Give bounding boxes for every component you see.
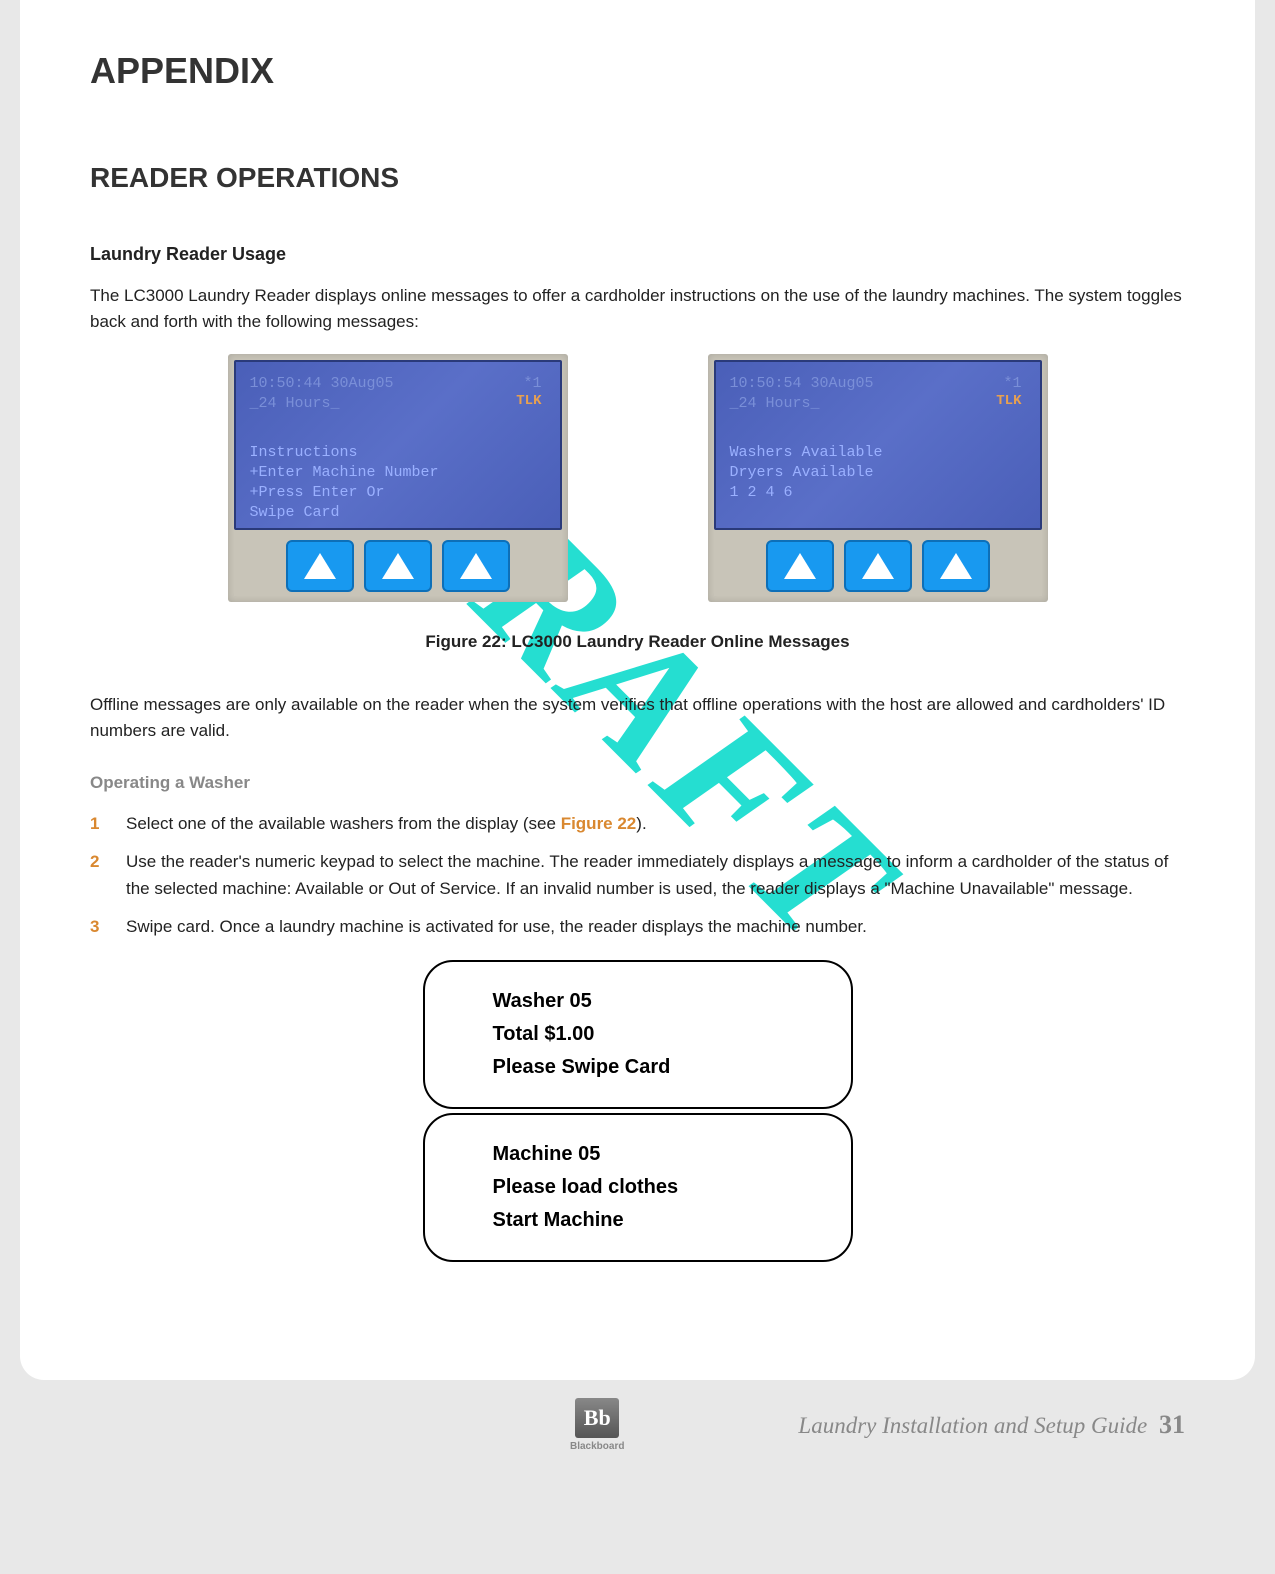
page-content: APPENDIX READER OPERATIONS Laundry Reade… <box>90 50 1185 1262</box>
lcd-tlk-label: TLK <box>516 392 541 411</box>
lcd-nav-button <box>364 540 432 592</box>
lcd-device-left: 10:50:44 30Aug05 *1 _24 Hours_ TLK Instr… <box>228 354 568 602</box>
lcd-line: 1 2 4 6 <box>730 483 1026 503</box>
step-item: 1 Select one of the available washers fr… <box>90 811 1185 837</box>
display-line: Washer 05 <box>493 990 823 1013</box>
page-footer: Bb Blackboard Laundry Installation and S… <box>20 1380 1255 1482</box>
lcd-timestamp: 10:50:54 30Aug05 <box>730 374 1026 394</box>
triangle-up-icon <box>382 553 414 579</box>
triangle-up-icon <box>304 553 336 579</box>
operating-washer-heading: Operating a Washer <box>90 773 1185 793</box>
lcd-nav-button <box>766 540 834 592</box>
page-container: APPENDIX DRAFT APPENDIX READER OPERATION… <box>20 0 1255 1380</box>
display-line: Machine 05 <box>493 1143 823 1166</box>
figure-reference: Figure 22 <box>561 814 637 833</box>
display-line: Total $1.00 <box>493 1023 823 1046</box>
lcd-nav-button <box>442 540 510 592</box>
lcd-nav-button <box>922 540 990 592</box>
lcd-nav-button <box>844 540 912 592</box>
lcd-screen-left: 10:50:44 30Aug05 *1 _24 Hours_ TLK Instr… <box>234 360 562 530</box>
usage-heading: Laundry Reader Usage <box>90 244 1185 265</box>
lcd-body-right: Washers Available Dryers Available 1 2 4… <box>730 443 1026 504</box>
lcd-screenshots-row: 10:50:44 30Aug05 *1 _24 Hours_ TLK Instr… <box>90 354 1185 602</box>
bb-logo-box: Bb <box>575 1398 619 1438</box>
lcd-hours: _24 Hours_ <box>250 394 546 414</box>
step-text-part: ). <box>636 814 646 833</box>
reader-operations-heading: READER OPERATIONS <box>90 162 1185 194</box>
step-text: Swipe card. Once a laundry machine is ac… <box>126 914 867 940</box>
step-text: Use the reader's numeric keypad to selec… <box>126 849 1185 902</box>
intro-paragraph: The LC3000 Laundry Reader displays onlin… <box>90 283 1185 334</box>
lcd-line: +Press Enter Or <box>250 483 546 503</box>
triangle-up-icon <box>460 553 492 579</box>
lcd-line: Swipe Card <box>250 503 546 523</box>
lcd-hours: _24 Hours_ <box>730 394 1026 414</box>
lcd-line: Dryers Available <box>730 463 1026 483</box>
step-item: 2 Use the reader's numeric keypad to sel… <box>90 849 1185 902</box>
bb-logo-text: Blackboard <box>570 1441 624 1452</box>
lcd-device-right: 10:50:54 30Aug05 *1 _24 Hours_ TLK Washe… <box>708 354 1048 602</box>
step-number: 1 <box>90 811 104 837</box>
reader-display-boxes: Washer 05 Total $1.00 Please Swipe Card … <box>90 960 1185 1262</box>
guide-title: Laundry Installation and Setup Guide <box>798 1413 1153 1438</box>
page-number: 31 <box>1159 1410 1185 1439</box>
step-text-part: Select one of the available washers from… <box>126 814 561 833</box>
lcd-button-row <box>234 530 562 596</box>
display-box-start: Machine 05 Please load clothes Start Mac… <box>423 1113 853 1262</box>
step-number: 2 <box>90 849 104 902</box>
steps-list: 1 Select one of the available washers fr… <box>90 811 1185 940</box>
figure-caption: Figure 22: LC3000 Laundry Reader Online … <box>90 632 1185 652</box>
display-box-swipe: Washer 05 Total $1.00 Please Swipe Card <box>423 960 853 1109</box>
lcd-line: Instructions <box>250 443 546 463</box>
lcd-nav-button <box>286 540 354 592</box>
display-line: Start Machine <box>493 1209 823 1232</box>
blackboard-logo: Bb Blackboard <box>570 1398 624 1452</box>
triangle-up-icon <box>940 553 972 579</box>
lcd-line: +Enter Machine Number <box>250 463 546 483</box>
step-number: 3 <box>90 914 104 940</box>
footer-guide-text: Laundry Installation and Setup Guide 31 <box>798 1410 1185 1440</box>
step-item: 3 Swipe card. Once a laundry machine is … <box>90 914 1185 940</box>
lcd-timestamp: 10:50:44 30Aug05 <box>250 374 546 394</box>
lcd-tlk-label: TLK <box>996 392 1021 411</box>
offline-paragraph: Offline messages are only available on t… <box>90 692 1185 743</box>
display-line: Please Swipe Card <box>493 1056 823 1079</box>
lcd-body-left: Instructions +Enter Machine Number +Pres… <box>250 443 546 524</box>
lcd-line: Washers Available <box>730 443 1026 463</box>
step-text: Select one of the available washers from… <box>126 811 647 837</box>
triangle-up-icon <box>862 553 894 579</box>
display-line: Please load clothes <box>493 1176 823 1199</box>
triangle-up-icon <box>784 553 816 579</box>
appendix-heading: APPENDIX <box>90 50 1185 92</box>
lcd-screen-right: 10:50:54 30Aug05 *1 _24 Hours_ TLK Washe… <box>714 360 1042 530</box>
lcd-button-row <box>714 530 1042 596</box>
